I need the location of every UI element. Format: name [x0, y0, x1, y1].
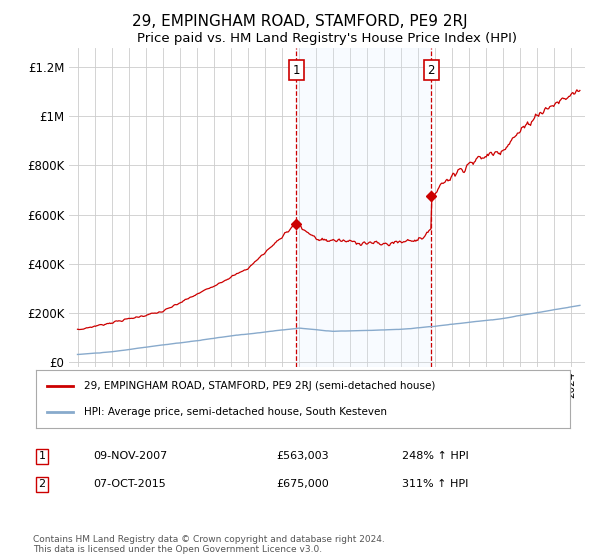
Text: 248% ↑ HPI: 248% ↑ HPI — [402, 451, 469, 461]
Text: 311% ↑ HPI: 311% ↑ HPI — [402, 479, 469, 489]
Text: 07-OCT-2015: 07-OCT-2015 — [93, 479, 166, 489]
Text: 09-NOV-2007: 09-NOV-2007 — [93, 451, 167, 461]
Text: 2: 2 — [427, 64, 435, 77]
Text: Contains HM Land Registry data © Crown copyright and database right 2024.
This d: Contains HM Land Registry data © Crown c… — [33, 535, 385, 554]
Text: £563,003: £563,003 — [276, 451, 329, 461]
Title: Price paid vs. HM Land Registry's House Price Index (HPI): Price paid vs. HM Land Registry's House … — [137, 32, 517, 45]
Text: HPI: Average price, semi-detached house, South Kesteven: HPI: Average price, semi-detached house,… — [84, 407, 387, 417]
Text: 29, EMPINGHAM ROAD, STAMFORD, PE9 2RJ: 29, EMPINGHAM ROAD, STAMFORD, PE9 2RJ — [132, 14, 468, 29]
Text: 1: 1 — [38, 451, 46, 461]
Text: £675,000: £675,000 — [276, 479, 329, 489]
Text: 2: 2 — [38, 479, 46, 489]
Text: 1: 1 — [293, 64, 300, 77]
Text: 29, EMPINGHAM ROAD, STAMFORD, PE9 2RJ (semi-detached house): 29, EMPINGHAM ROAD, STAMFORD, PE9 2RJ (s… — [84, 381, 436, 391]
Bar — [296, 48, 431, 367]
